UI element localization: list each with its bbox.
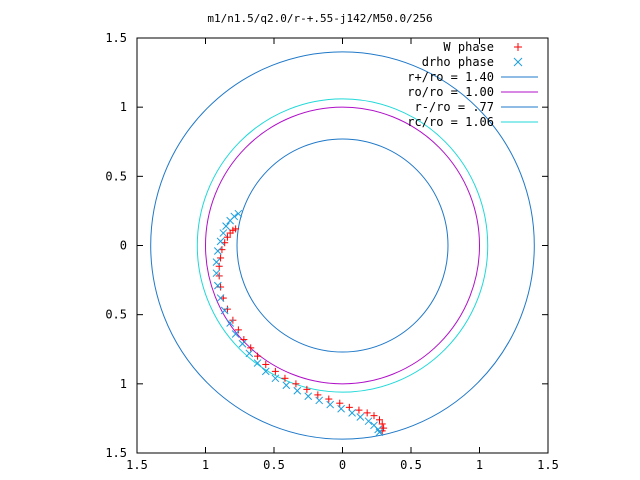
y-tick-label: 1.5 (105, 446, 127, 460)
w-phase-point (355, 406, 363, 414)
w-phase-point (336, 399, 344, 407)
w-phase-point (262, 360, 270, 368)
drho-phase-point (356, 413, 365, 421)
drho-phase-point (364, 417, 373, 426)
circle-series-1 (205, 106, 480, 385)
drho-phase-point (282, 381, 291, 390)
legend-label: r-/ro = .77 (415, 100, 494, 114)
legend-label: ro/ro = 1.00 (407, 85, 494, 99)
legend-label: rc/ro = 1.06 (407, 115, 494, 129)
x-tick-label: 0 (339, 458, 346, 472)
drho-phase-point (326, 400, 335, 409)
points-layer (212, 209, 388, 437)
w-phase-point (378, 420, 386, 428)
circles-layer (150, 51, 535, 440)
drho-phase-point (271, 374, 280, 383)
drho-phase-point (216, 294, 225, 302)
drho-phase-point (261, 367, 270, 376)
w-phase-point (215, 262, 223, 270)
drho-phase-point (231, 330, 240, 338)
drho-phase-point (213, 281, 222, 290)
drho-phase-point (213, 247, 222, 255)
w-phase-point (375, 416, 383, 424)
drho-phase-point (304, 392, 313, 401)
w-phase-point (254, 352, 262, 360)
w-phase-point (314, 391, 322, 399)
drho-phase-point (216, 237, 225, 246)
drho-phase-point (219, 229, 228, 237)
x-tick-label: 1.5 (537, 458, 559, 472)
drho-phase-point (212, 258, 221, 266)
drho-phase-point (234, 209, 243, 218)
y-tick-label: 0 (120, 239, 127, 253)
x-tick-label: 0.5 (263, 458, 285, 472)
x-tick-label: 1 (202, 458, 209, 472)
legend-label: r+/ro = 1.40 (407, 70, 494, 84)
w-phase-point (370, 412, 378, 420)
y-tick-label: 1.5 (105, 31, 127, 45)
legend-cross-marker (513, 57, 523, 67)
w-phase-point (271, 367, 279, 375)
drho-phase-point (226, 216, 235, 225)
drho-phase-point (253, 359, 262, 367)
x-tick-label: 0.5 (400, 458, 422, 472)
y-tick-label: 1 (120, 377, 127, 391)
drho-phase-point (245, 349, 254, 358)
drho-phase-point (222, 222, 230, 230)
y-tick-label: 0.5 (105, 169, 127, 183)
x-tick-label: 1 (476, 458, 483, 472)
drho-phase-point (220, 306, 229, 315)
drho-phase-point (375, 428, 384, 437)
drho-phase-point (315, 396, 324, 405)
circle-series-0 (150, 51, 535, 440)
w-phase-point (217, 254, 225, 262)
legend-plus-marker (514, 43, 522, 51)
drho-phase-point (238, 339, 247, 348)
drho-phase-point (293, 386, 302, 395)
w-phase-point (234, 326, 242, 334)
y-tick-label: 1 (120, 100, 127, 114)
w-phase-point (247, 344, 255, 352)
w-phase-point (223, 305, 231, 313)
legend-label: drho phase (422, 55, 494, 69)
x-tick-label: 1.5 (126, 458, 148, 472)
w-phase-point (363, 409, 371, 417)
w-phase-point (217, 283, 225, 291)
w-phase-point (281, 374, 289, 382)
w-phase-point (223, 233, 231, 241)
w-phase-point (292, 380, 300, 388)
circle-series-2 (236, 138, 449, 353)
drho-phase-point (337, 404, 345, 413)
y-tick-label: 0.5 (105, 308, 127, 322)
chart-title: m1/n1.5/q2.0/r-+.55-j142/M50.0/256 (207, 12, 432, 25)
drho-phase-point (348, 409, 356, 417)
circle-series-3 (196, 98, 489, 393)
w-phase-point (303, 385, 311, 393)
w-phase-point (325, 395, 333, 403)
drho-phase-point (212, 269, 221, 278)
w-phase-point (226, 229, 234, 237)
legend-label: W phase (443, 40, 494, 54)
drho-phase-point (226, 319, 235, 327)
